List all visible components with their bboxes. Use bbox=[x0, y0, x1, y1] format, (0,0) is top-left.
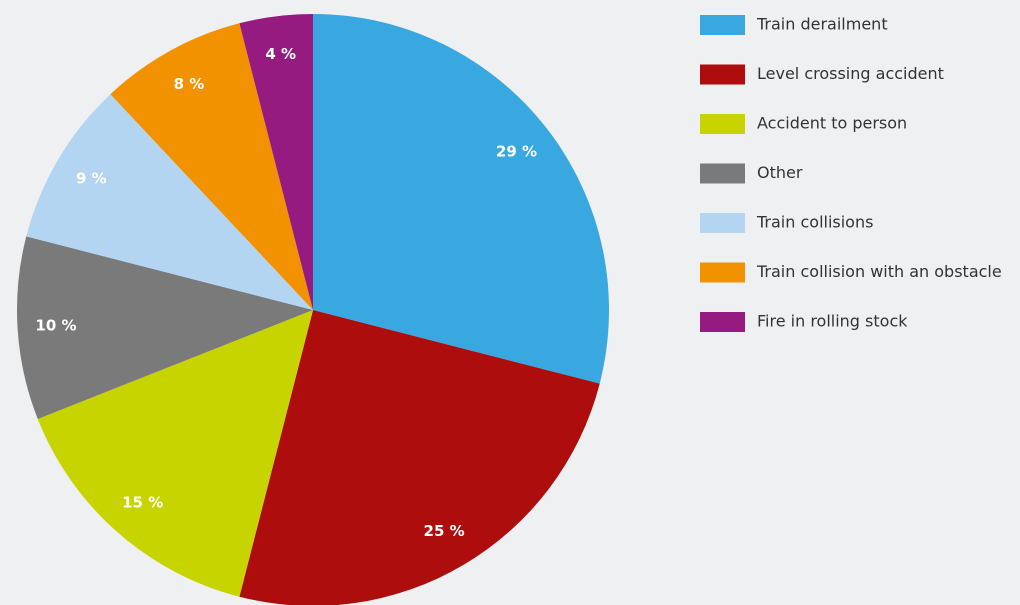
pie-slice bbox=[110, 23, 313, 311]
legend-swatch bbox=[700, 213, 745, 233]
pie-slice bbox=[313, 14, 609, 384]
legend-label: Train collision with an obstacle bbox=[756, 262, 1002, 281]
pie-slice bbox=[239, 310, 600, 605]
legend-label: Train collisions bbox=[756, 213, 873, 232]
pie-slice bbox=[37, 310, 313, 597]
slice-label: 9 % bbox=[76, 169, 107, 187]
legend-label: Level crossing accident bbox=[757, 64, 944, 83]
slice-label: 4 % bbox=[265, 45, 296, 63]
legend-swatch bbox=[700, 114, 745, 134]
legend-swatch bbox=[700, 312, 745, 332]
legend-swatch bbox=[700, 64, 745, 85]
legend-label: Train derailment bbox=[756, 15, 888, 34]
slice-label: 25 % bbox=[424, 522, 465, 540]
legend-swatch bbox=[700, 163, 745, 184]
slice-label: 15 % bbox=[122, 494, 163, 512]
slice-label: 8 % bbox=[174, 75, 205, 93]
legend-label: Accident to person bbox=[757, 114, 907, 133]
pie-slice bbox=[239, 14, 313, 310]
legend-label: Other bbox=[757, 163, 803, 182]
slice-label: 10 % bbox=[35, 317, 76, 335]
slice-label: 29 % bbox=[496, 143, 537, 161]
legend-label: Fire in rolling stock bbox=[757, 312, 908, 331]
legend-swatch bbox=[700, 262, 745, 283]
pie-slice bbox=[16, 236, 313, 419]
pie-slice bbox=[26, 94, 314, 311]
legend-swatch bbox=[700, 15, 745, 35]
